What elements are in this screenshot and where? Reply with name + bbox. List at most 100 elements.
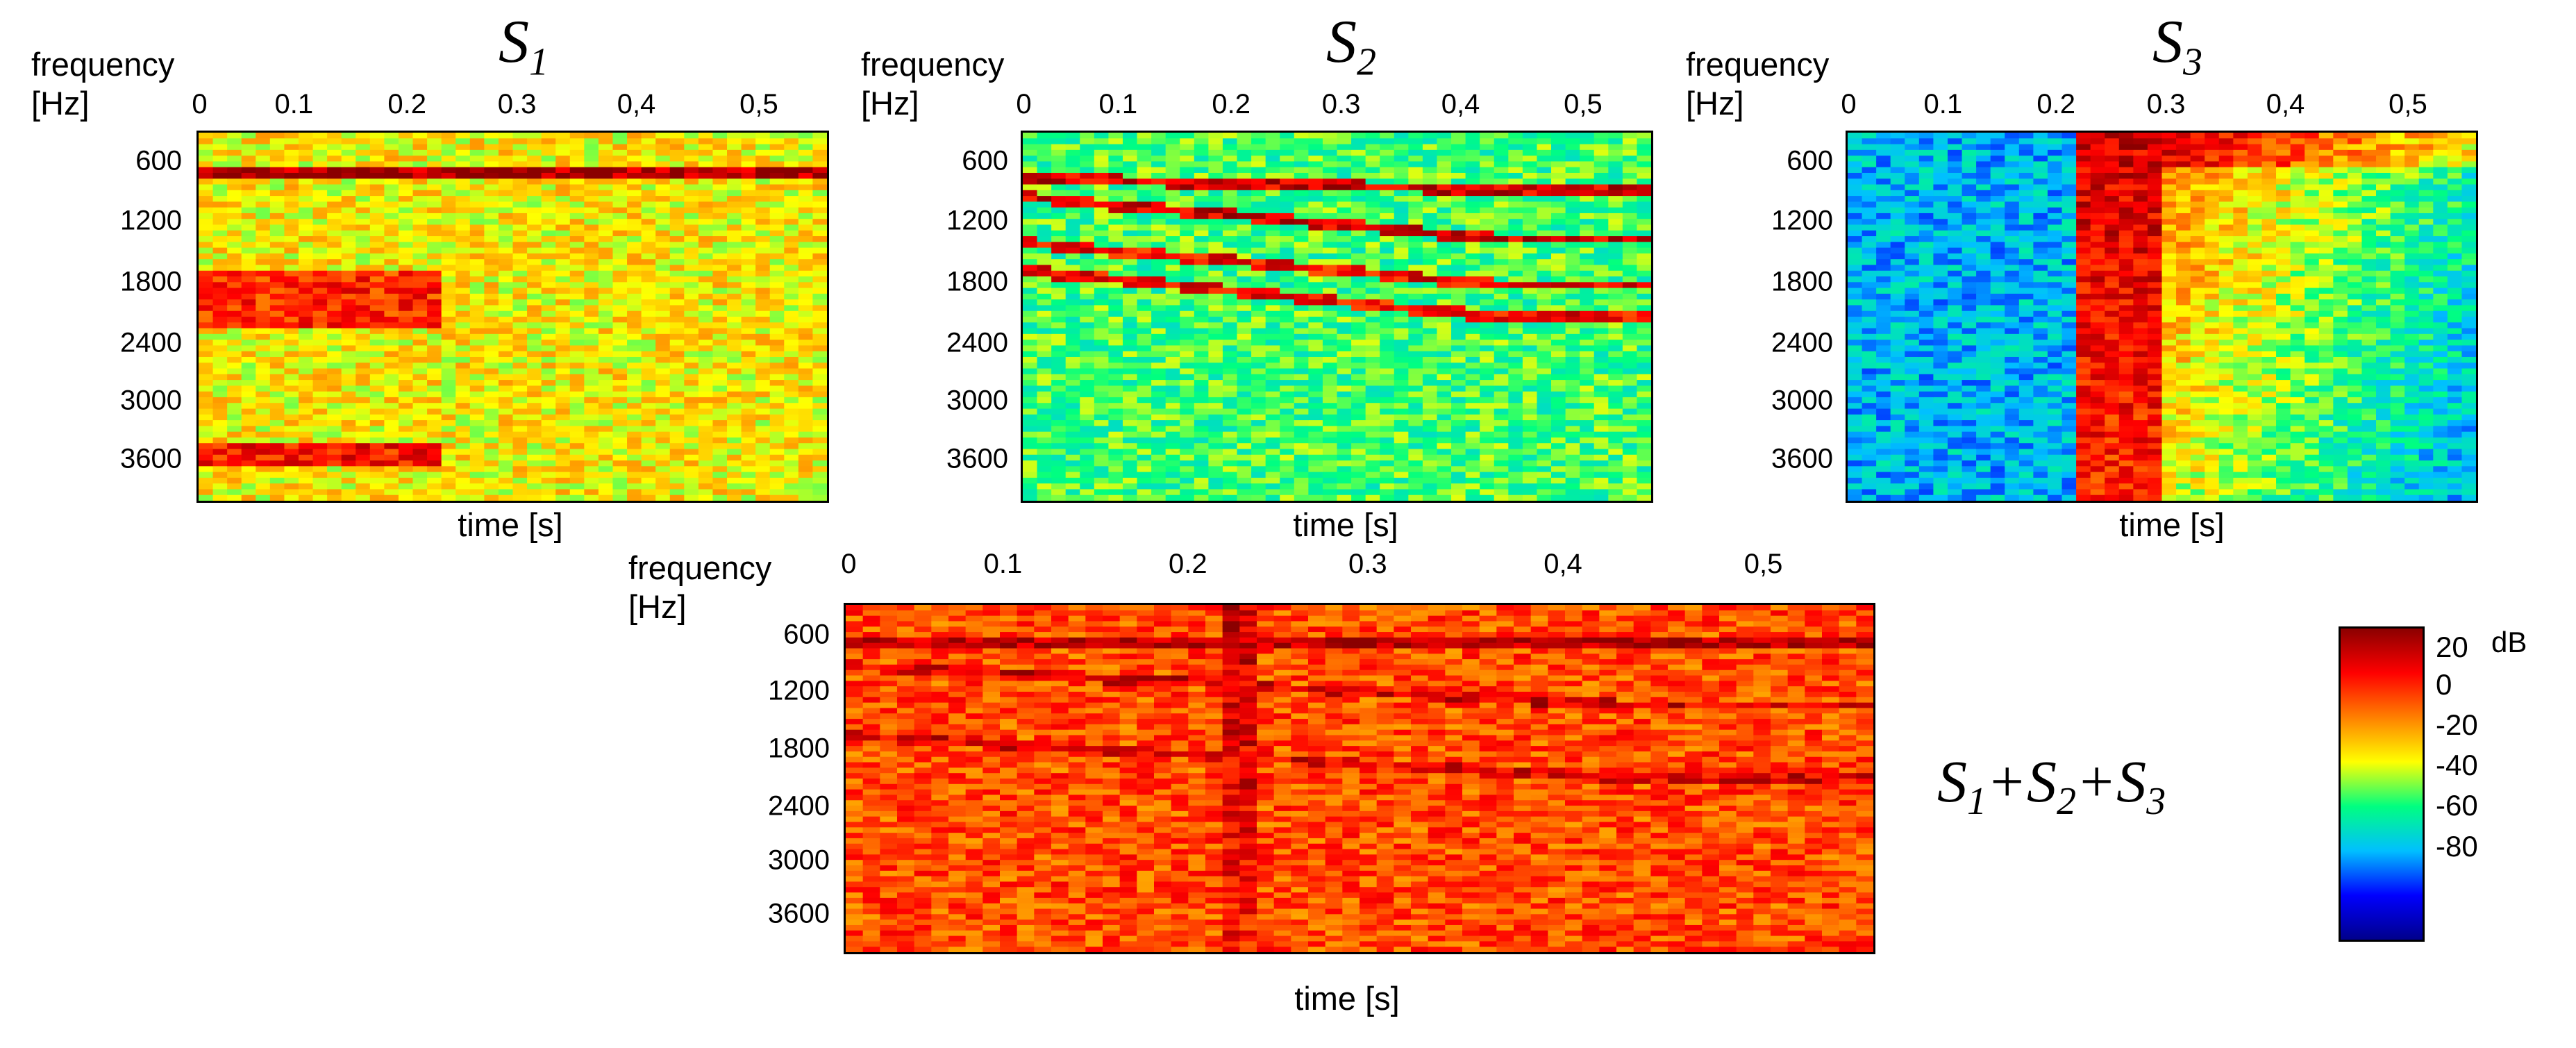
s2-cell <box>1351 201 1366 208</box>
s2-cell <box>1280 184 1295 191</box>
s2-cell <box>1037 328 1052 335</box>
s2-cell <box>1437 236 1452 242</box>
s1-cell <box>698 299 714 306</box>
s2-cell <box>1465 340 1480 347</box>
s2-cell <box>1365 454 1380 461</box>
s1-cell <box>341 351 356 358</box>
s1-cell <box>612 178 628 185</box>
s1-cell <box>455 299 471 306</box>
s2-cell <box>1180 472 1195 479</box>
s2-cell <box>1065 385 1080 392</box>
s1-cell <box>227 408 242 415</box>
s2-cell <box>1480 408 1495 415</box>
s1-cell <box>569 196 585 202</box>
s2-cell <box>1051 230 1067 237</box>
s2-cell <box>1351 437 1366 444</box>
s2-cell <box>1137 293 1152 300</box>
s1-cell <box>598 242 614 249</box>
s2-cell <box>1280 333 1295 340</box>
s1-cell <box>327 207 342 214</box>
s1-cell <box>269 207 285 214</box>
s1-cell <box>441 345 456 352</box>
s2-cell <box>1322 236 1338 242</box>
s1-cell <box>384 397 399 404</box>
s2-cell <box>1451 236 1466 242</box>
s1-cell <box>227 403 242 410</box>
s1-cell <box>584 156 599 163</box>
s1-cell <box>684 196 699 202</box>
s2-cell <box>1151 363 1166 369</box>
s2-cell <box>1280 138 1295 145</box>
s1-cell <box>641 167 656 174</box>
s1-cell <box>712 483 728 490</box>
s2-title-sub: 2 <box>1357 40 1376 84</box>
s1-cell <box>384 391 399 398</box>
s1-cell <box>812 265 827 272</box>
s2-cell <box>1265 328 1280 335</box>
s1-cell <box>698 454 714 461</box>
s1-cell <box>269 443 285 450</box>
s2-cell <box>1194 356 1209 363</box>
s1-cell <box>569 408 585 415</box>
s1-cell <box>341 397 356 404</box>
s1-cell <box>312 224 328 231</box>
s2-cell <box>1437 340 1452 347</box>
s1-cell <box>512 340 528 347</box>
s2-cell <box>1065 230 1080 237</box>
s2-cell <box>1237 374 1252 381</box>
s2-cell <box>1394 265 1409 272</box>
s1-cell <box>712 397 728 404</box>
s2-cell <box>1151 494 1166 501</box>
s1-cell <box>498 356 514 363</box>
s2-cell <box>1151 397 1166 404</box>
s1-cell <box>455 408 471 415</box>
s1-cell <box>312 201 328 208</box>
s2-cell <box>1065 196 1080 202</box>
s1-cell <box>412 201 428 208</box>
s2-cell <box>1222 437 1238 444</box>
s2-cell <box>1237 385 1252 392</box>
s2-cell <box>1065 494 1080 501</box>
s2-cell <box>1337 282 1352 289</box>
s1-cell <box>784 454 799 461</box>
s1-cell <box>398 144 414 151</box>
s2-cell <box>1251 356 1266 363</box>
s2-cell <box>1051 328 1067 335</box>
s2-cell <box>1151 317 1166 323</box>
s2-cell <box>1280 414 1295 421</box>
s2-cell <box>1165 293 1180 300</box>
s1-cell <box>669 242 685 249</box>
s2-cell <box>1280 207 1295 214</box>
s1-cell <box>312 391 328 398</box>
s1-cell <box>384 414 399 421</box>
s2-cell <box>1065 161 1080 168</box>
s1-cell <box>441 138 456 145</box>
s1-cell <box>327 276 342 283</box>
s2-cell <box>1322 408 1338 415</box>
s1-ylabel-line2: [Hz] <box>31 85 90 122</box>
s2-cell <box>1194 207 1209 214</box>
s1-cell <box>769 443 785 450</box>
s2-cell <box>1451 431 1466 438</box>
s2-cell <box>1337 178 1352 185</box>
s1-cell <box>412 368 428 375</box>
s2-cell <box>1265 253 1280 260</box>
s2-cell <box>1365 340 1380 347</box>
s1-cell <box>227 219 242 226</box>
s2-cell <box>1394 242 1409 249</box>
s1-cell <box>755 431 771 438</box>
s1-cell <box>369 236 385 242</box>
s2-cell <box>1180 489 1195 496</box>
s2-cell <box>1222 333 1238 340</box>
s2-cell <box>1023 236 1038 242</box>
s2-cell <box>1122 259 1138 266</box>
s2-cell <box>1408 133 1423 139</box>
s2-cell <box>1465 494 1480 501</box>
s2-cell <box>1194 288 1209 294</box>
s1-cell <box>612 460 628 467</box>
s1-cell <box>784 293 799 300</box>
s2-cell <box>1194 133 1209 139</box>
s1-cell <box>269 322 285 329</box>
s1-cell <box>712 236 728 242</box>
s1-cell <box>284 219 299 226</box>
